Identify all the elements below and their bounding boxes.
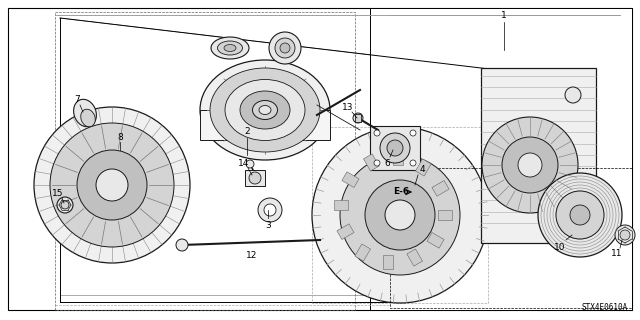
Text: 15: 15 — [52, 189, 64, 198]
Circle shape — [482, 117, 578, 213]
Circle shape — [374, 130, 380, 136]
Bar — [337, 224, 354, 239]
Bar — [312, 127, 488, 303]
Circle shape — [410, 160, 416, 166]
Polygon shape — [200, 110, 330, 140]
Circle shape — [50, 123, 174, 247]
Circle shape — [340, 155, 460, 275]
Circle shape — [176, 239, 188, 251]
Ellipse shape — [240, 91, 290, 129]
Ellipse shape — [210, 68, 320, 152]
Ellipse shape — [200, 60, 330, 160]
Text: 10: 10 — [554, 243, 566, 252]
Bar — [393, 151, 403, 165]
Circle shape — [538, 173, 622, 257]
Bar — [334, 200, 348, 210]
Ellipse shape — [74, 99, 97, 127]
Circle shape — [57, 197, 73, 213]
Bar — [364, 154, 379, 171]
Ellipse shape — [218, 41, 243, 55]
Text: 13: 13 — [342, 102, 354, 111]
Bar — [438, 210, 452, 220]
Circle shape — [410, 130, 416, 136]
Circle shape — [385, 200, 415, 230]
Text: 3: 3 — [265, 221, 271, 230]
Bar — [383, 255, 393, 269]
Text: 7: 7 — [74, 95, 80, 105]
Text: 11: 11 — [611, 250, 623, 259]
Circle shape — [570, 205, 590, 225]
Bar — [55, 12, 355, 310]
Circle shape — [615, 225, 635, 245]
Text: STX4E0610A: STX4E0610A — [582, 303, 628, 312]
Circle shape — [365, 180, 435, 250]
Text: 1: 1 — [501, 12, 507, 20]
Ellipse shape — [225, 79, 305, 140]
Bar — [355, 244, 371, 261]
Text: 4: 4 — [419, 165, 425, 174]
Circle shape — [96, 169, 128, 201]
Bar — [370, 126, 420, 170]
Circle shape — [387, 140, 403, 156]
Text: 6: 6 — [384, 158, 390, 167]
Ellipse shape — [253, 100, 278, 119]
Text: 14: 14 — [238, 158, 250, 167]
Circle shape — [565, 87, 581, 103]
Circle shape — [246, 160, 254, 168]
Circle shape — [380, 133, 410, 163]
Circle shape — [502, 137, 558, 193]
Circle shape — [61, 201, 69, 209]
Circle shape — [374, 160, 380, 166]
Ellipse shape — [81, 109, 95, 127]
Bar — [415, 159, 431, 176]
Ellipse shape — [224, 44, 236, 52]
Bar — [370, 8, 632, 310]
Text: 8: 8 — [117, 132, 123, 141]
Ellipse shape — [259, 106, 271, 115]
Circle shape — [275, 38, 295, 58]
Ellipse shape — [211, 37, 249, 59]
Circle shape — [34, 107, 190, 263]
Bar — [427, 233, 444, 248]
Circle shape — [258, 198, 282, 222]
Text: E-6: E-6 — [393, 188, 409, 196]
Circle shape — [620, 230, 630, 240]
Bar — [390, 168, 632, 308]
Circle shape — [353, 113, 363, 123]
Circle shape — [312, 127, 488, 303]
Bar — [432, 180, 449, 196]
Circle shape — [264, 204, 276, 216]
Bar — [407, 249, 422, 266]
Circle shape — [269, 32, 301, 64]
Bar — [481, 68, 595, 243]
Text: 12: 12 — [246, 251, 258, 260]
Circle shape — [249, 172, 261, 184]
Circle shape — [77, 150, 147, 220]
Bar — [355, 114, 361, 122]
Circle shape — [280, 43, 290, 53]
Bar — [245, 170, 265, 186]
Circle shape — [556, 191, 604, 239]
Text: 2: 2 — [244, 127, 250, 137]
Circle shape — [518, 153, 542, 177]
Bar — [342, 172, 359, 188]
